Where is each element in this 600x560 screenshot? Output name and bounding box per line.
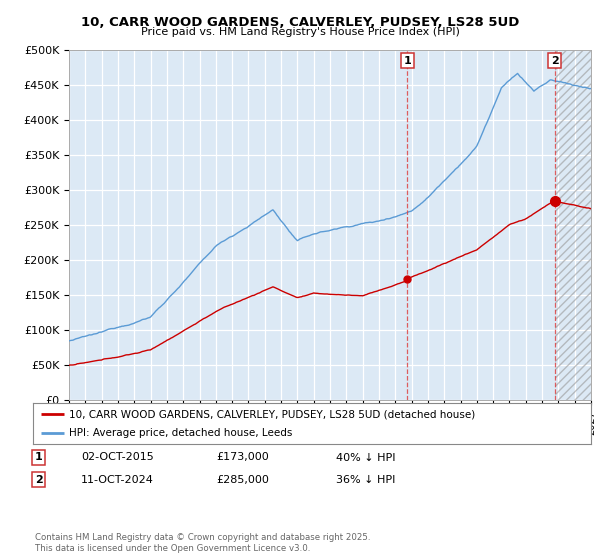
- Text: 2: 2: [35, 475, 43, 485]
- Text: Price paid vs. HM Land Registry's House Price Index (HPI): Price paid vs. HM Land Registry's House …: [140, 27, 460, 37]
- Text: 11-OCT-2024: 11-OCT-2024: [81, 475, 154, 485]
- Text: 36% ↓ HPI: 36% ↓ HPI: [336, 475, 395, 485]
- Text: 1: 1: [404, 55, 412, 66]
- Text: HPI: Average price, detached house, Leeds: HPI: Average price, detached house, Leed…: [69, 428, 293, 437]
- Text: 1: 1: [35, 452, 43, 463]
- Text: 10, CARR WOOD GARDENS, CALVERLEY, PUDSEY, LS28 5UD (detached house): 10, CARR WOOD GARDENS, CALVERLEY, PUDSEY…: [69, 409, 476, 419]
- Text: 02-OCT-2015: 02-OCT-2015: [81, 452, 154, 463]
- Bar: [555, 50, 591, 400]
- Text: Contains HM Land Registry data © Crown copyright and database right 2025.
This d: Contains HM Land Registry data © Crown c…: [35, 533, 370, 553]
- Text: 2: 2: [551, 55, 559, 66]
- Text: £173,000: £173,000: [216, 452, 269, 463]
- Text: £285,000: £285,000: [216, 475, 269, 485]
- Bar: [555, 50, 591, 400]
- Text: 10, CARR WOOD GARDENS, CALVERLEY, PUDSEY, LS28 5UD: 10, CARR WOOD GARDENS, CALVERLEY, PUDSEY…: [81, 16, 519, 29]
- Text: 40% ↓ HPI: 40% ↓ HPI: [336, 452, 395, 463]
- Bar: [555, 50, 591, 400]
